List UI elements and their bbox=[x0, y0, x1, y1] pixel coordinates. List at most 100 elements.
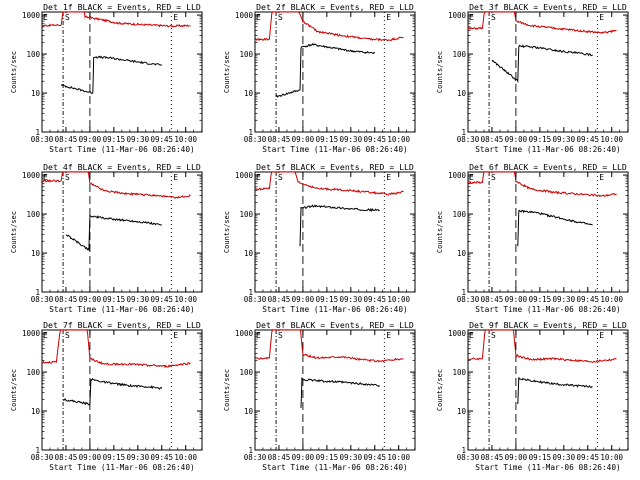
x-axis-label: Start Time (11-Mar-06 08:26:40) bbox=[262, 145, 408, 154]
start-marker: S bbox=[491, 331, 496, 340]
x-tick-label: 09:45 bbox=[363, 135, 386, 144]
y-tick-label: 100 bbox=[26, 50, 40, 59]
x-tick-label: 09:15 bbox=[529, 453, 552, 462]
y-tick-label: 1 bbox=[461, 446, 466, 455]
x-tick-label: 08:30 bbox=[457, 135, 480, 144]
y-tick-label: 10 bbox=[244, 407, 254, 416]
end-marker: E bbox=[599, 13, 604, 22]
x-axis-label: Start Time (11-Mar-06 08:26:40) bbox=[262, 305, 408, 314]
x-tick-label: 08:45 bbox=[55, 453, 78, 462]
x-axis-label: Start Time (11-Mar-06 08:26:40) bbox=[262, 463, 408, 472]
x-tick-label: 08:30 bbox=[31, 453, 54, 462]
x-tick-label: 10:00 bbox=[600, 453, 623, 462]
x-tick-label: 09:30 bbox=[340, 295, 363, 304]
x-tick-label: 09:00 bbox=[292, 453, 315, 462]
y-tick-label: 1000 bbox=[448, 329, 467, 338]
marker-bg bbox=[63, 13, 70, 21]
x-axis-label: Start Time (11-Mar-06 08:26:40) bbox=[475, 305, 621, 314]
x-tick-label: 09:45 bbox=[150, 453, 173, 462]
series-line-events bbox=[60, 55, 162, 94]
y-tick-label: 10 bbox=[31, 89, 41, 98]
y-tick-label: 1000 bbox=[22, 329, 41, 338]
y-axis-label: Counts/sec bbox=[10, 211, 18, 253]
y-tick-label: 10 bbox=[31, 407, 41, 416]
plot-frame bbox=[467, 11, 629, 133]
x-tick-label: 08:45 bbox=[481, 135, 504, 144]
plot-frame bbox=[254, 171, 416, 293]
start-marker: S bbox=[278, 13, 283, 22]
series-line-lld bbox=[42, 172, 191, 199]
y-tick-label: 100 bbox=[452, 50, 466, 59]
plot-frame bbox=[467, 329, 629, 451]
start-marker: S bbox=[65, 173, 70, 182]
y-tick-label: 100 bbox=[452, 368, 466, 377]
plot-frame bbox=[467, 171, 629, 293]
end-marker: E bbox=[469, 331, 474, 340]
y-tick-label: 1 bbox=[461, 128, 466, 137]
x-tick-label: 10:00 bbox=[174, 295, 197, 304]
x-tick-label: 10:00 bbox=[387, 295, 410, 304]
x-tick-label: 09:30 bbox=[553, 295, 576, 304]
y-tick-label: 100 bbox=[239, 50, 253, 59]
x-tick-label: 09:30 bbox=[553, 135, 576, 144]
y-tick-label: 10 bbox=[457, 89, 467, 98]
series-line-events bbox=[517, 209, 593, 247]
x-tick-label: 08:45 bbox=[481, 295, 504, 304]
y-axis-label: Counts/sec bbox=[10, 51, 18, 93]
series-line-lld bbox=[255, 330, 404, 363]
y-axis-label: Counts/sec bbox=[223, 369, 231, 411]
marker-bg bbox=[276, 173, 283, 181]
end-marker: E bbox=[173, 13, 178, 22]
end-marker: E bbox=[599, 173, 604, 182]
plot-panel-9: Det 9f BLACK = Events, RED = LLD 1 10 100 10… bbox=[436, 320, 629, 472]
x-tick-label: 08:45 bbox=[268, 295, 291, 304]
y-tick-label: 10 bbox=[244, 89, 254, 98]
y-tick-label: 1000 bbox=[22, 11, 41, 20]
series-line-events bbox=[275, 43, 376, 98]
end-marker: E bbox=[173, 331, 178, 340]
x-tick-label: 09:15 bbox=[103, 453, 126, 462]
series-line-events bbox=[299, 204, 380, 247]
series-line-events bbox=[517, 377, 593, 405]
x-tick-label: 09:00 bbox=[505, 453, 528, 462]
x-tick-label: 09:30 bbox=[340, 453, 363, 462]
y-tick-label: 1000 bbox=[235, 171, 254, 180]
x-tick-label: 08:45 bbox=[268, 453, 291, 462]
series-line-events bbox=[65, 215, 163, 252]
plot-panel-5: Det 5f BLACK = Events, RED = LLD 1 10 100 10… bbox=[223, 162, 416, 314]
series-line-events bbox=[491, 44, 593, 84]
x-tick-label: 09:15 bbox=[316, 295, 339, 304]
plot-panel-4: Det 4f BLACK = Events, RED = LLD 1 10 100 10… bbox=[10, 162, 203, 314]
x-tick-label: 08:45 bbox=[55, 135, 78, 144]
series-line-lld bbox=[42, 330, 191, 369]
y-axis-label: Counts/sec bbox=[436, 369, 444, 411]
x-tick-label: 08:30 bbox=[31, 135, 54, 144]
y-axis-label: Counts/sec bbox=[10, 369, 18, 411]
plot-frame bbox=[254, 11, 416, 133]
x-tick-label: 08:30 bbox=[244, 453, 267, 462]
x-tick-label: 09:30 bbox=[340, 135, 363, 144]
y-tick-label: 1000 bbox=[448, 11, 467, 20]
start-marker: S bbox=[65, 13, 70, 22]
plot-panel-8: Det 8f BLACK = Events, RED = LLD 1 10 100 10… bbox=[223, 320, 416, 472]
y-tick-label: 1000 bbox=[235, 11, 254, 20]
x-tick-label: 09:45 bbox=[576, 295, 599, 304]
y-tick-label: 1 bbox=[461, 288, 466, 297]
y-tick-label: 100 bbox=[239, 210, 253, 219]
x-tick-label: 08:30 bbox=[244, 135, 267, 144]
end-marker: E bbox=[256, 331, 261, 340]
series-line-lld bbox=[42, 12, 191, 28]
end-marker: E bbox=[469, 173, 474, 182]
x-tick-label: 10:00 bbox=[174, 135, 197, 144]
x-tick-label: 09:45 bbox=[363, 453, 386, 462]
series-line-lld bbox=[468, 12, 617, 35]
marker-bg bbox=[63, 173, 70, 181]
end-marker: E bbox=[386, 13, 391, 22]
y-tick-label: 10 bbox=[31, 249, 41, 258]
end-marker: E bbox=[386, 331, 391, 340]
y-tick-label: 1 bbox=[35, 288, 40, 297]
plot-frame bbox=[254, 329, 416, 451]
x-tick-label: 08:30 bbox=[457, 295, 480, 304]
marker-bg bbox=[63, 331, 70, 339]
